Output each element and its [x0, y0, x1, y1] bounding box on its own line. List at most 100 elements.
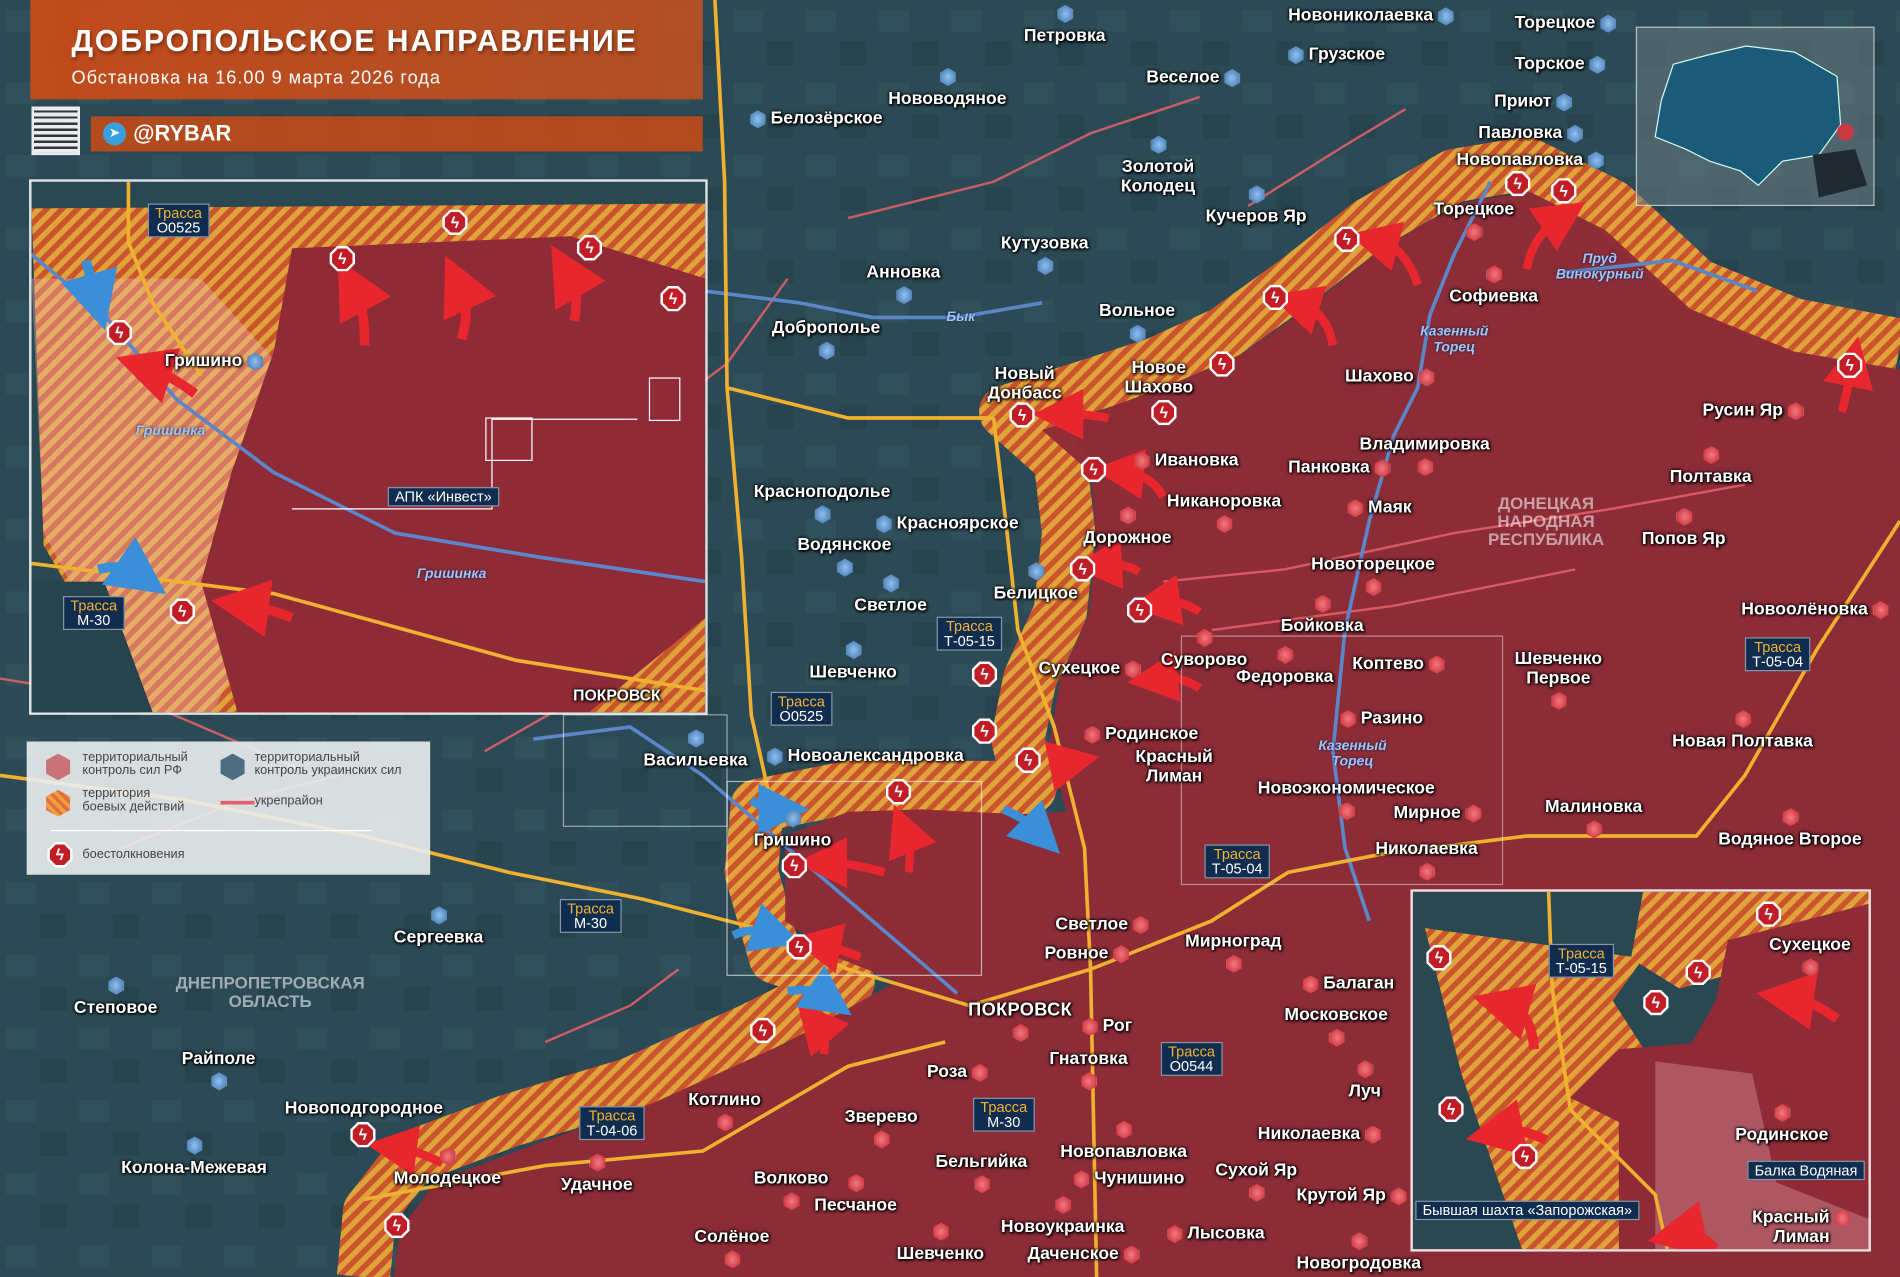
qr-code[interactable] — [31, 106, 80, 156]
clash-icon: ϟ — [1755, 901, 1782, 927]
legend-ru-control: территориальный контроль сил РФ — [82, 749, 188, 778]
legend-fortified: укрепрайон — [254, 793, 323, 809]
settlement-label: Новое Шахово — [1124, 358, 1194, 398]
overview-minimap — [1635, 26, 1875, 206]
settlement-label: Васильевка — [643, 751, 748, 771]
inset-west: Трасса О0525 Трасса М-30 Гришино Гришинка … — [29, 179, 708, 715]
settlement-label: Новая Полтавка — [1672, 731, 1813, 752]
clash-icon: ϟ — [350, 1121, 376, 1148]
settlement-label: Николаевка — [1375, 839, 1478, 860]
clash-icon: ϟ — [1685, 959, 1711, 986]
area-marker — [1836, 123, 1854, 141]
settlement-label: Мирное — [1393, 803, 1461, 823]
settlement-label: Кучеров Яр — [1205, 207, 1307, 227]
clash-icon: ϟ — [442, 209, 468, 236]
telegram-handle[interactable]: @RYBAR — [133, 121, 232, 146]
settlement-label: Волково — [753, 1169, 829, 1189]
settlement-label: Нововодяное — [888, 89, 1007, 110]
clash-icon: ϟ — [1643, 989, 1669, 1016]
clash-icon: ϟ — [885, 779, 912, 805]
apk-invest-label: АПК «Инвест» — [387, 487, 500, 507]
clash-icon: ϟ — [660, 285, 686, 312]
clash-icon: ϟ — [1512, 1143, 1538, 1170]
clash-icon: ϟ — [971, 718, 998, 744]
ua-advance-arrows — [731, 783, 1061, 1016]
clash-icon: ϟ — [1262, 284, 1289, 311]
settlement-label: Новониколаевка — [1288, 6, 1434, 26]
clash-icon: ϟ — [1151, 399, 1177, 426]
settlement-label: Красный Лиман — [1135, 747, 1213, 787]
road-label-o0525: Трасса О0525 — [147, 203, 210, 238]
settlement-label: Новоторецкое — [1311, 554, 1435, 575]
settlement-label: Белицкое — [993, 583, 1078, 604]
settlement-label: Чунишино — [1094, 1169, 1185, 1189]
ukraine-overview-map — [1637, 27, 1874, 205]
settlement-label: Водянское — [797, 535, 892, 555]
settlement-label: Новогродовка — [1296, 1254, 1422, 1274]
settlement-label: Анновка — [866, 262, 941, 283]
settlement-label: Мирноград — [1185, 931, 1282, 952]
settlement-label: Молодецкое — [393, 1169, 501, 1189]
settlement-label: Малиновка — [1544, 797, 1643, 817]
fortified-line-swatch — [220, 800, 255, 805]
clash-icon: ϟ — [1551, 178, 1577, 204]
ru-control-swatch — [46, 753, 71, 781]
river-label: Казенный Торец — [1420, 324, 1489, 355]
river-label: Бык — [946, 310, 976, 325]
road-label: Трасса О0525 — [770, 691, 833, 726]
road-label: Трасса Т-05-15 — [936, 616, 1003, 651]
settlement-label: Шевченко Первое — [1514, 649, 1603, 689]
telegram-banner[interactable]: ➤ @RYBAR — [90, 116, 703, 152]
settlement-label: Зверево — [844, 1107, 918, 1127]
settlement-label: Сухецкое — [1038, 659, 1121, 679]
ua-control-swatch — [220, 753, 245, 781]
clash-icon: ϟ — [750, 1017, 776, 1044]
settlement-label: Рог — [1102, 1016, 1133, 1036]
title-banner: ДОБРОПОЛЬСКОЕ НАПРАВЛЕНИЕ Обстановка на … — [30, 0, 703, 100]
page-subtitle: Обстановка на 16.00 9 марта 2026 года — [71, 67, 441, 89]
settlement-label: Лысовка — [1187, 1223, 1265, 1244]
settlement-label: Новоолёновка — [1741, 599, 1868, 620]
settlement-label: Софиевка — [1449, 287, 1538, 307]
legend-divider — [50, 829, 373, 832]
clash-icon: ϟ — [1836, 352, 1863, 379]
settlement-label: Роза — [926, 1062, 968, 1082]
settlement-label: Водяное Второе — [1718, 829, 1862, 850]
clash-icon: ϟ — [1438, 1096, 1464, 1122]
road-label: Трасса Т-05-04 — [1744, 637, 1811, 672]
settlement-label: Торское — [1514, 54, 1585, 74]
settlement-label: Торецкое — [1514, 13, 1596, 33]
settlement-label: Сергеевка — [393, 928, 484, 948]
settlement-label: Бойковка — [1280, 616, 1364, 637]
settlement-label: Петровка — [1023, 26, 1106, 47]
settlement-label: Шевченко — [809, 662, 897, 683]
settlement-rodinskoe: Родинское — [1735, 1125, 1829, 1145]
legend-combat-zone: территория боевых действий — [82, 786, 185, 815]
settlement-label: Новоэкономическое — [1257, 779, 1435, 799]
settlement-grishino: Гришино — [164, 351, 243, 371]
settlement-label: Новоподгородное — [284, 1098, 444, 1119]
settlement-label: Красноярское — [896, 513, 1019, 534]
settlement-label: Удачное — [561, 1175, 633, 1195]
settlement-label: Веселое — [1146, 67, 1220, 88]
clash-icon: ϟ — [47, 842, 73, 868]
settlement-label: Балаган — [1323, 974, 1395, 994]
settlement-label: Попов Яр — [1641, 529, 1726, 549]
clash-icon: ϟ — [1334, 226, 1360, 253]
clash-icon: ϟ — [1426, 945, 1452, 971]
settlement-label: Новопавловка — [1060, 1142, 1187, 1162]
ru-territory — [201, 236, 706, 713]
clash-icon: ϟ — [169, 598, 196, 624]
settlement-label: Коптево — [1352, 654, 1425, 674]
settlement-label: Песчаное — [814, 1195, 897, 1216]
clash-icon: ϟ — [781, 852, 808, 879]
settlement-label: Котлино — [688, 1090, 761, 1110]
settlement-label: Новый Донбасс — [987, 364, 1062, 404]
settlement-label: Кутузовка — [1000, 233, 1089, 254]
combat-zone-band — [336, 136, 1900, 1277]
settlement-label: Павловка — [1478, 123, 1563, 143]
pokrovsk-label: ПОКРОВСК — [573, 685, 661, 704]
rivers — [532, 180, 1758, 995]
